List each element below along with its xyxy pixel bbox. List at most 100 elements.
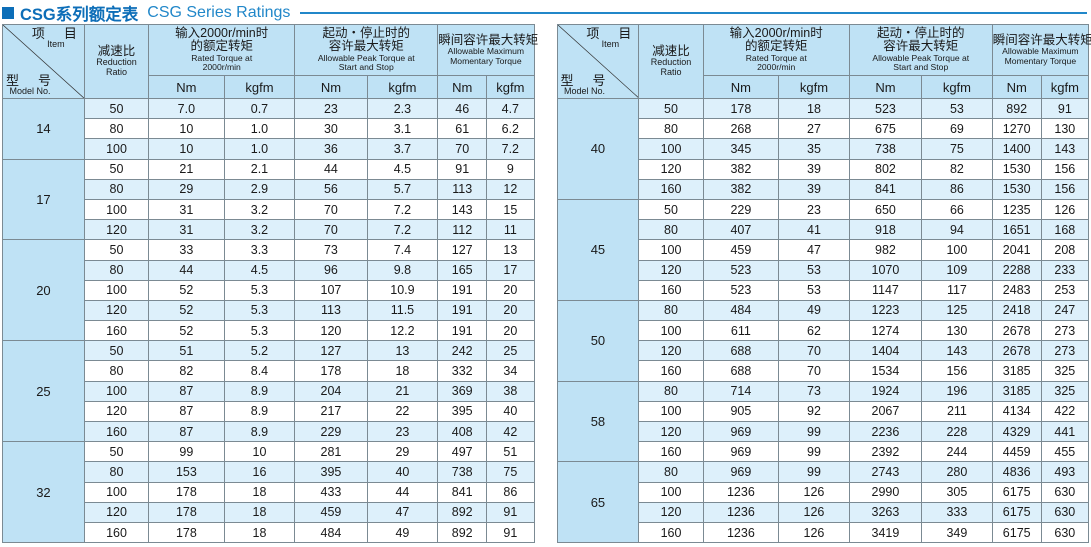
torque-value-cell: 233: [1040, 259, 1090, 281]
header-unit-kgfm-1: kgfm: [223, 75, 296, 99]
torque-value-cell: 91: [486, 521, 535, 544]
reduction-ratio-cell: 50: [83, 340, 150, 362]
torque-value-cell: 12: [486, 178, 535, 200]
diagonal-divider-icon: [3, 25, 84, 98]
torque-value-cell: 217: [294, 400, 368, 423]
torque-value-cell: 7.4: [366, 239, 439, 261]
torque-value-cell: 178: [702, 97, 780, 120]
torque-value-cell: 1530: [991, 158, 1042, 180]
torque-value-cell: 49: [366, 521, 439, 544]
torque-value-cell: 10: [148, 138, 225, 160]
torque-value-cell: 2041: [991, 239, 1042, 261]
torque-value-cell: 9.8: [366, 259, 439, 281]
header-unit-kgfm-5: kgfm: [1040, 75, 1090, 99]
torque-value-cell: 29: [366, 441, 439, 463]
torque-value-cell: 841: [437, 481, 488, 503]
torque-value-cell: 11.5: [366, 299, 439, 322]
torque-value-cell: 3.2: [223, 198, 296, 221]
header-item-label: 项 目 Item: [586, 26, 635, 50]
torque-value-cell: 70: [294, 219, 368, 241]
torque-value-cell: 18: [366, 360, 439, 382]
torque-value-cell: 117: [921, 279, 993, 301]
torque-value-cell: 47: [366, 501, 439, 523]
torque-value-cell: 113: [437, 178, 488, 200]
reduction-ratio-cell: 80: [83, 461, 150, 483]
header-unit-nm-4: Nm: [991, 75, 1042, 99]
torque-value-cell: 422: [1040, 400, 1090, 423]
torque-value-cell: 10.9: [366, 279, 439, 301]
table-row: 45 50 229 23 650 66 1235 126: [556, 198, 1090, 301]
table-body-right: 40 50 178 18 523 53 892 91 80 268 27 675 69 1270 130 10…: [556, 97, 1090, 544]
torque-value-cell: 395: [294, 461, 368, 483]
table-header-left: 项 目 Item 型 号 Model No. 减速比 Reduction Ratio 输入20…: [2, 24, 538, 99]
torque-value-cell: 73: [778, 380, 850, 402]
torque-value-cell: 15: [486, 198, 535, 221]
torque-value-cell: 2.3: [366, 97, 439, 120]
torque-value-cell: 2236: [848, 420, 923, 443]
torque-value-cell: 1651: [991, 219, 1042, 241]
torque-value-cell: 244: [921, 441, 993, 463]
table-row: 120 1236 126 3263 333 6175 630: [557, 501, 1090, 523]
torque-value-cell: 125: [921, 299, 993, 322]
torque-value-cell: 23: [294, 97, 368, 120]
table-row: 80 153 16 395 40 738 75: [3, 461, 535, 483]
torque-value-cell: 13: [486, 239, 535, 261]
torque-value-cell: 5.2: [223, 340, 296, 362]
torque-value-cell: 2.1: [223, 158, 296, 180]
torque-value-cell: 433: [294, 481, 368, 503]
table-row: 160 87 8.9 229 23 408 42: [3, 420, 535, 443]
torque-value-cell: 23: [778, 198, 850, 221]
header-unit-kgfm-3: kgfm: [921, 75, 993, 99]
torque-value-cell: 1.0: [223, 118, 296, 140]
torque-value-cell: 497: [437, 441, 488, 463]
torque-value-cell: 905: [702, 400, 780, 423]
reduction-ratio-cell: 50: [83, 441, 150, 463]
table-row: 80 10 1.0 30 3.1 61 6.2: [3, 118, 535, 140]
torque-value-cell: 650: [848, 198, 923, 221]
reduction-ratio-cell: 100: [83, 380, 150, 402]
torque-value-cell: 408: [437, 420, 488, 443]
header-reduction-ratio-right: 减速比 Reduction Ratio: [638, 24, 704, 99]
torque-value-cell: 12.2: [366, 320, 439, 342]
torque-value-cell: 112: [437, 219, 488, 241]
torque-value-cell: 7.2: [366, 198, 439, 221]
torque-value-cell: 2483: [991, 279, 1042, 301]
torque-value-cell: 34: [486, 360, 535, 382]
torque-value-cell: 30: [294, 118, 368, 140]
torque-value-cell: 61: [437, 118, 488, 140]
torque-value-cell: 21: [148, 158, 225, 180]
torque-value-cell: 20: [486, 279, 535, 301]
torque-value-cell: 2678: [991, 340, 1042, 362]
torque-value-cell: 36: [294, 138, 368, 160]
torque-value-cell: 7.2: [486, 138, 535, 160]
table-row: 80 44 4.5 96 9.8 165 17: [3, 259, 535, 281]
reduction-ratio-cell: 100: [638, 320, 704, 342]
torque-value-cell: 382: [702, 158, 780, 180]
table-row: 120 31 3.2 70 7.2 112 11: [3, 219, 535, 241]
torque-value-cell: 44: [366, 481, 439, 503]
reduction-ratio-cell: 80: [83, 259, 150, 281]
table-row: 80 268 27 675 69 1270 130: [557, 118, 1090, 140]
torque-value-cell: 982: [848, 239, 923, 261]
torque-value-cell: 99: [778, 420, 850, 443]
reduction-ratio-cell: 100: [83, 481, 150, 503]
torque-value-cell: 2743: [848, 461, 923, 483]
torque-value-cell: 8.9: [223, 420, 296, 443]
torque-value-cell: 82: [148, 360, 225, 382]
reduction-ratio-cell: 80: [638, 299, 704, 322]
table-header-right: 项 目 Item 型 号 Model No. 减速比 Reduction Ratio 输入20…: [556, 24, 1091, 99]
table-row: 100 459 47 982 100 2041 208: [557, 239, 1090, 261]
right-table-wrapper: 项 目 Item 型 号 Model No. 减速比 Reduction Ratio 输入20…: [556, 24, 1091, 544]
model-cell-20: 20: [2, 239, 85, 342]
torque-value-cell: 113: [294, 299, 368, 322]
torque-value-cell: 611: [702, 320, 780, 342]
table-row: 100 10 1.0 36 3.7 70 7.2: [3, 138, 535, 160]
header-model-label: 型 号 Model No.: [6, 72, 55, 96]
torque-value-cell: 126: [1040, 198, 1090, 221]
torque-value-cell: 17: [486, 259, 535, 281]
header-unit-nm-4: Nm: [437, 75, 488, 99]
header-unit-kgfm-3: kgfm: [366, 75, 439, 99]
header-momentary-torque-right: 瞬间容许最大转矩 Allowable Maximum Momentary Torqu…: [991, 24, 1091, 76]
torque-value-cell: 53: [778, 259, 850, 281]
torque-value-cell: 455: [1040, 441, 1090, 463]
